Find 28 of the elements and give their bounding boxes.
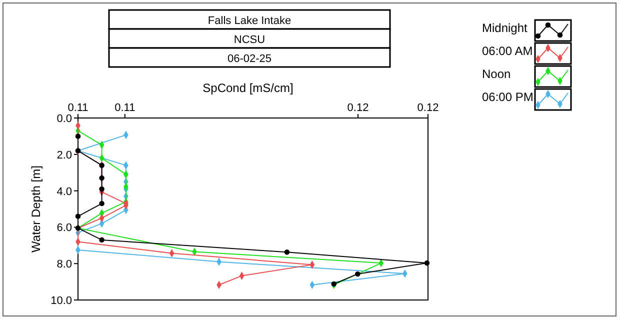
x-tick-label: 0.11 (114, 102, 136, 114)
point (99, 186, 104, 192)
chart-subtitle: NCSU (234, 34, 266, 46)
y-tick-label: 8.0 (56, 258, 72, 271)
x-tick-label: 0.12 (347, 102, 369, 114)
point (99, 200, 104, 206)
x-tick-label: 0.12 (417, 102, 439, 114)
point (284, 249, 290, 255)
legend-label: Noon (482, 67, 511, 81)
point (331, 281, 336, 287)
legend-label: 06:00 AM (482, 44, 533, 58)
legend-label: 06:00 PM (482, 90, 534, 104)
y-tick-label: 6.0 (56, 222, 72, 234)
y-tick-label: 10.0 (50, 295, 72, 307)
y-tick-label: 2.0 (56, 149, 72, 162)
point (424, 260, 430, 266)
point (99, 237, 104, 243)
point (75, 214, 81, 219)
legend-label: Midnight (482, 21, 528, 35)
x-axis-title: SpCond [mS/cm] (202, 81, 294, 95)
chart-title: Falls Lake Intake (208, 15, 292, 27)
y-tick-label: 0.0 (56, 113, 72, 125)
x-tick-label: 0.11 (68, 102, 88, 114)
y-tick-label: 4.0 (56, 186, 72, 198)
point (75, 134, 81, 139)
y-axis-title: Water Depth [m] (29, 166, 43, 252)
point (355, 271, 360, 277)
text: 06-02-25 (227, 53, 272, 65)
